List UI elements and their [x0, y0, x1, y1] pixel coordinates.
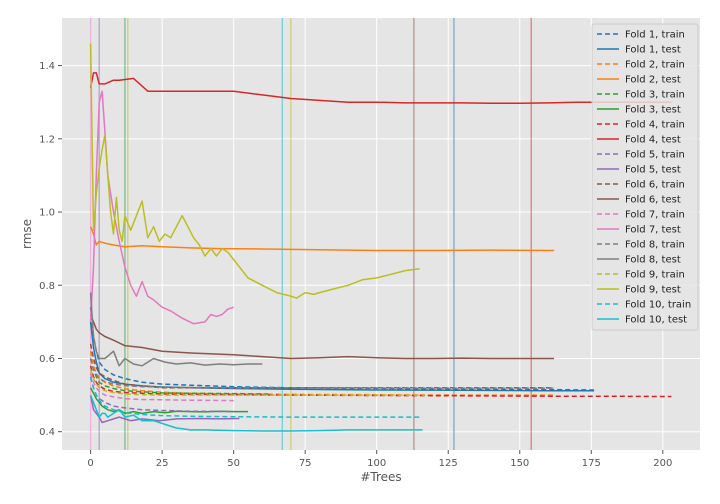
series-line — [89, 314, 555, 360]
series-line — [89, 369, 426, 396]
legend-label: Fold 2, test — [625, 75, 681, 86]
legend-label: Fold 3, test — [625, 105, 681, 116]
series-line — [89, 365, 672, 398]
x-axis-label: #Trees — [360, 470, 401, 484]
legend-label: Fold 7, test — [625, 225, 681, 236]
legend-label: Fold 9, train — [625, 270, 685, 281]
legend-label: Fold 10, train — [625, 300, 691, 311]
legend-label: Fold 4, train — [625, 120, 685, 131]
series-line — [89, 376, 423, 418]
series-line — [89, 43, 420, 299]
legend-label: Fold 7, train — [625, 210, 685, 221]
y-tick-label: 1.2 — [39, 134, 55, 145]
x-tick-label: 100 — [367, 458, 386, 469]
y-tick-label: 0.6 — [39, 354, 55, 365]
series-line — [89, 394, 240, 424]
x-tick-label: 75 — [299, 458, 312, 469]
y-axis-label: rmse — [20, 219, 34, 249]
series-line — [89, 372, 234, 402]
legend-label: Fold 5, test — [625, 165, 681, 176]
series-line — [89, 292, 263, 367]
series-line — [89, 358, 555, 389]
y-tick-label: 1.4 — [39, 61, 55, 72]
legend-label: Fold 1, test — [625, 45, 681, 56]
x-tick-label: 50 — [227, 458, 240, 469]
y-tick-label: 1.0 — [39, 208, 55, 219]
legend-label: Fold 8, test — [625, 255, 681, 266]
legend-label: Fold 3, train — [625, 90, 685, 101]
legend-label: Fold 4, test — [625, 135, 681, 146]
x-tick-label: 175 — [582, 458, 601, 469]
legend-label: Fold 6, test — [625, 195, 681, 206]
legend: Fold 1, train Fold 1, test Fold 2, train Fo… — [591, 23, 699, 331]
legend-label: Fold 1, train — [625, 30, 685, 41]
legend-label: Fold 10, test — [625, 315, 687, 326]
x-tick-label: 0 — [87, 458, 93, 469]
series-line — [89, 226, 555, 252]
legend-label: Fold 8, train — [625, 240, 685, 251]
x-tick-label: 25 — [156, 458, 169, 469]
legend-label: Fold 5, train — [625, 150, 685, 161]
x-tick-label: 200 — [653, 458, 672, 469]
legend-label: Fold 2, train — [625, 60, 685, 71]
legend-label: Fold 9, test — [625, 285, 681, 296]
series-line — [89, 90, 234, 325]
y-axis-ticks: 0.4 0.6 0.8 1.0 1.2 1.4 — [39, 61, 62, 438]
y-tick-label: 0.4 — [39, 427, 55, 438]
x-tick-label: 125 — [439, 458, 458, 469]
x-axis-ticks: 0 25 50 75 100 125 150 175 200 — [87, 450, 672, 469]
series-line — [89, 72, 672, 105]
y-tick-label: 0.8 — [39, 281, 55, 292]
series-line — [89, 394, 423, 432]
legend-label: Fold 6, train — [625, 180, 685, 191]
x-tick-label: 150 — [510, 458, 529, 469]
series-line — [89, 358, 269, 395]
legend-box — [591, 23, 699, 331]
series-lines — [89, 43, 672, 432]
